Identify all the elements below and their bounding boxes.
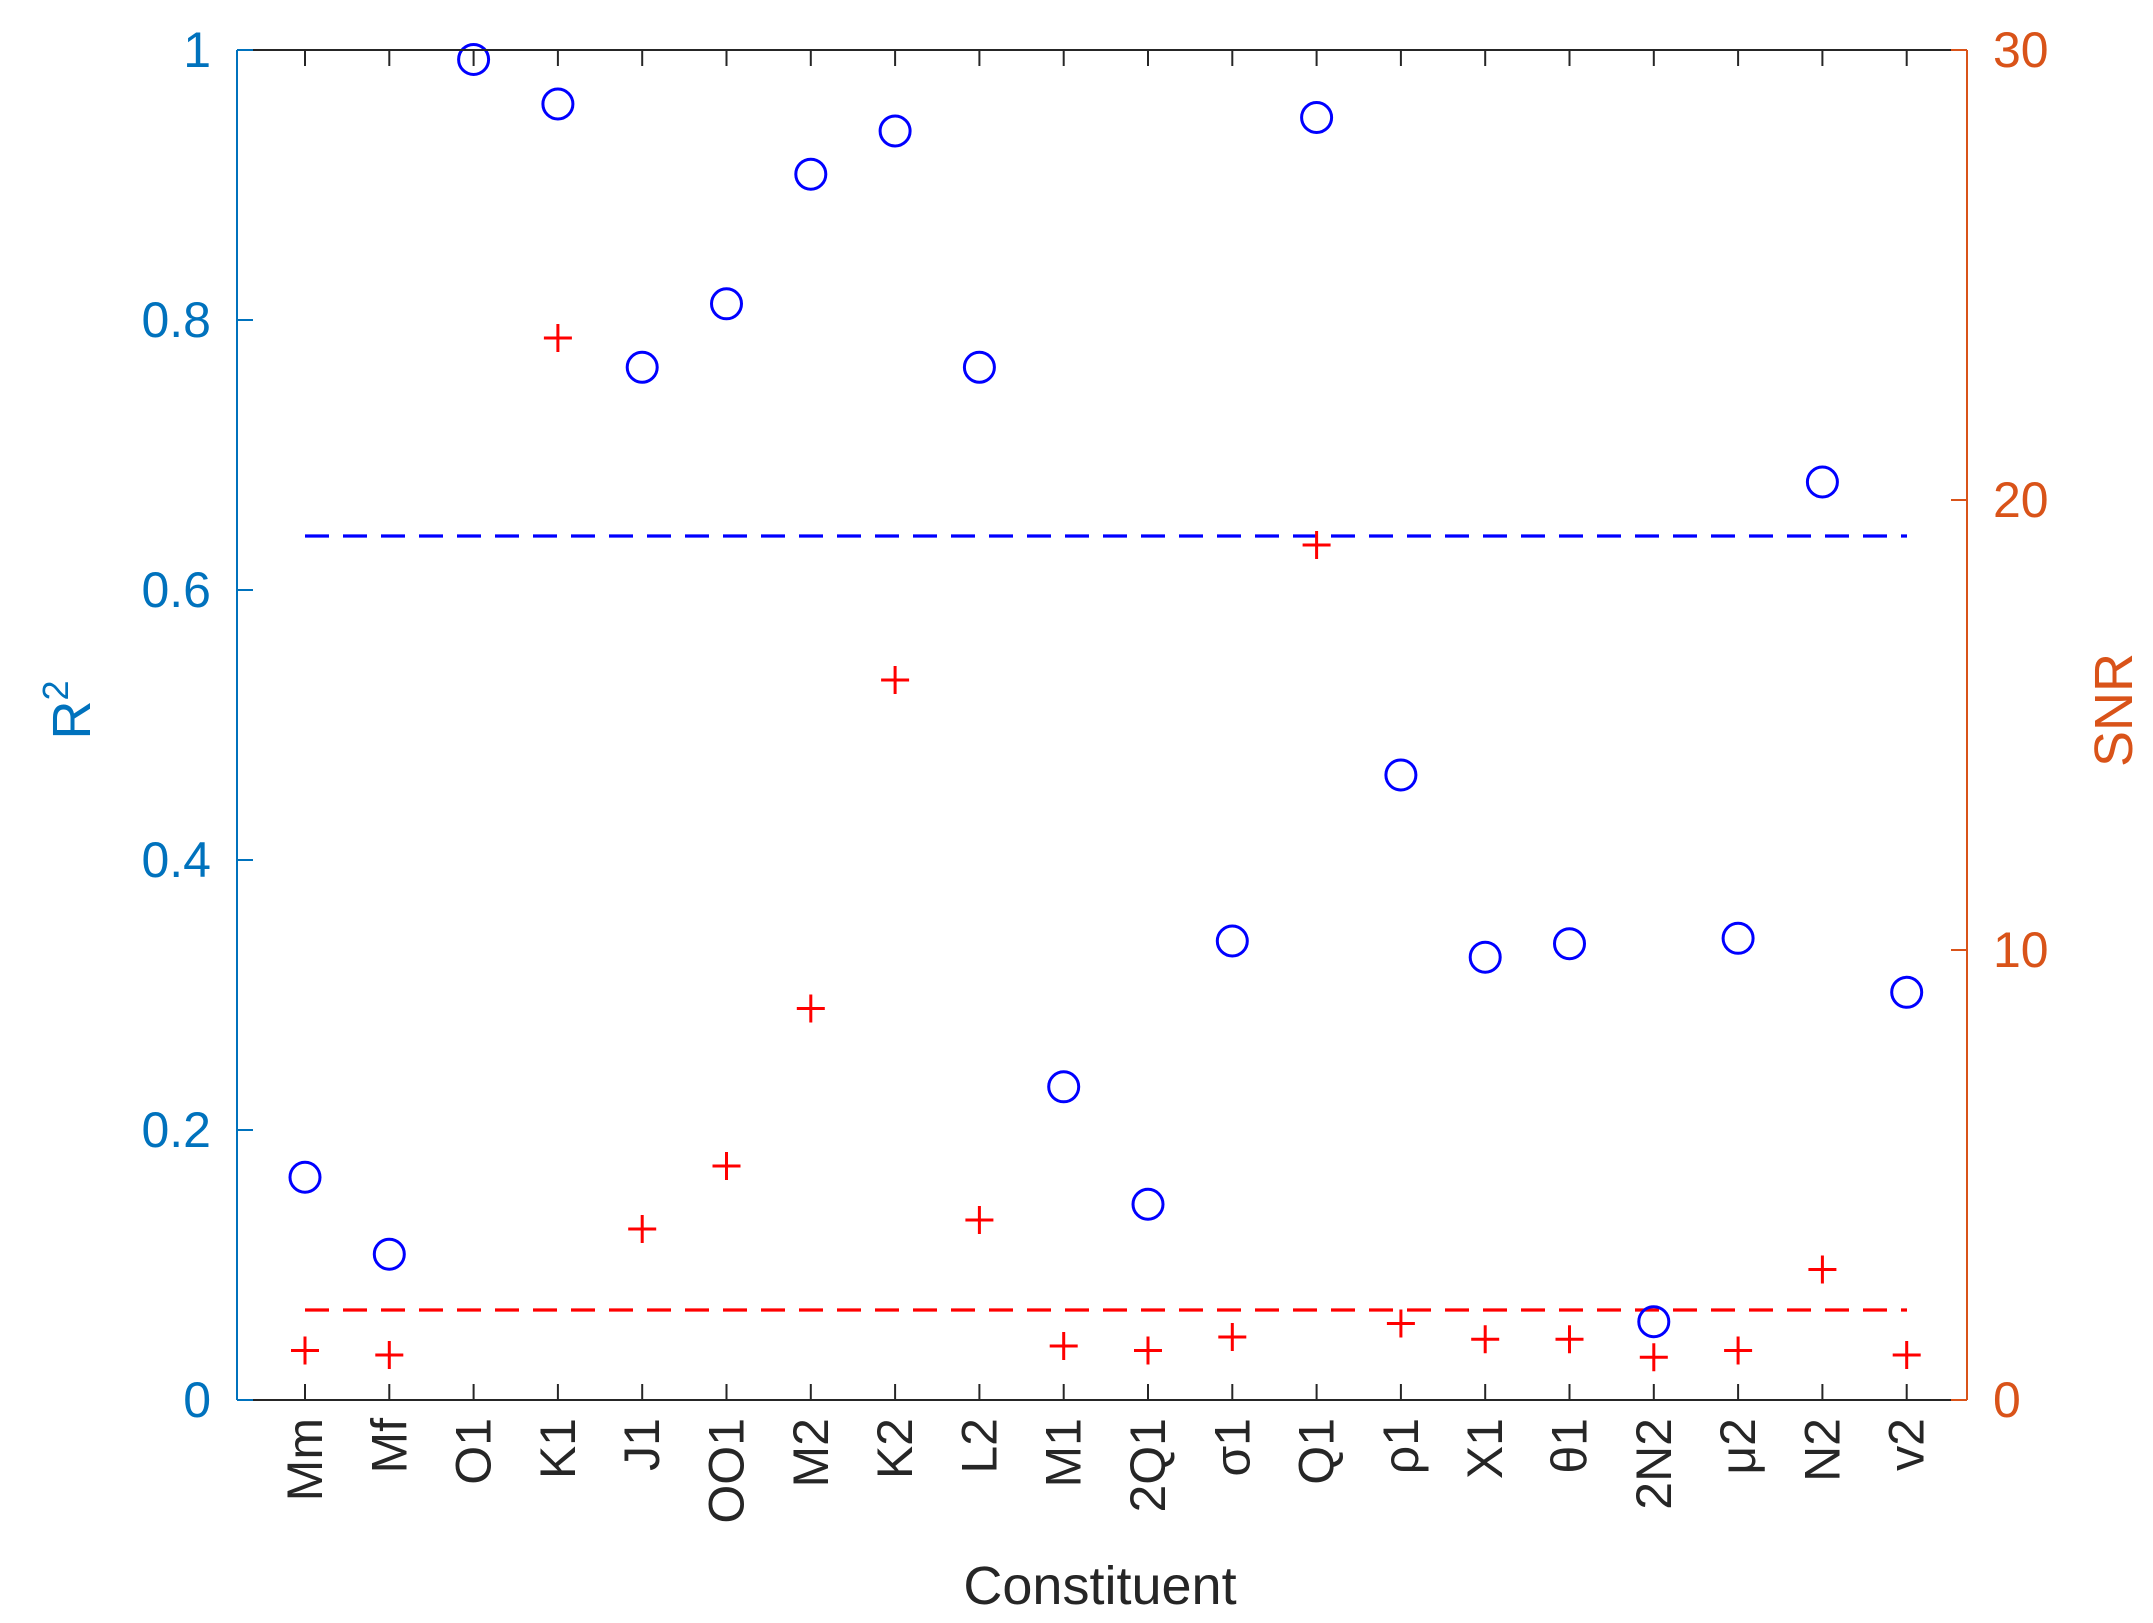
x-axis-ticks: Mm Mf O1 K1 J1 OO1 M2 K2 L2 M1 2Q1 σ1 Q1 ρ1 X1 θ1 2N2 μ2 N… [277, 50, 1935, 1524]
snr-point-18 [1808, 1255, 1837, 1284]
snr-point-11 [1218, 1323, 1247, 1351]
r2-point-5 [710, 287, 743, 321]
snr-point-14 [1471, 1325, 1500, 1354]
x-tick-label-7: K2 [867, 1418, 923, 1479]
r2-point-8 [962, 350, 996, 384]
right-axis-title: SNR [2084, 653, 2144, 767]
right-axis-ticks: 0 10 20 30 [1951, 22, 2049, 1428]
snr-point-16 [1639, 1343, 1668, 1372]
snr-point-4 [628, 1215, 657, 1243]
r2-point-15 [1553, 927, 1586, 961]
left-tick-label-4: 0.8 [141, 292, 211, 348]
left-tick-label-0: 0 [183, 1372, 211, 1428]
right-tick-label-0: 0 [1993, 1372, 2021, 1428]
x-tick-label-4: J1 [614, 1418, 670, 1471]
x-tick-label-2: O1 [446, 1418, 502, 1485]
snr-point-5 [712, 1152, 741, 1180]
right-tick-label-2: 20 [1993, 472, 2049, 528]
left-tick-label-5: 1 [183, 22, 211, 78]
x-tick-label-17: μ2 [1710, 1418, 1766, 1475]
left-tick-label-3: 0.6 [141, 562, 211, 618]
r2-point-17 [1721, 921, 1755, 955]
left-axis-title-base: R [42, 701, 102, 740]
r2-series [288, 42, 1924, 1339]
snr-point-15 [1555, 1325, 1584, 1354]
left-axis-ticks: 0 0.2 0.4 0.6 0.8 1 [141, 22, 253, 1428]
snr-series [291, 324, 1921, 1372]
r2-point-1 [372, 1237, 406, 1271]
r2-point-6 [794, 157, 828, 191]
x-tick-label-0: Mm [277, 1418, 333, 1501]
axes [236, 49, 1968, 1401]
x-tick-label-14: X1 [1457, 1418, 1513, 1479]
snr-point-9 [1049, 1332, 1078, 1360]
x-tick-label-5: OO1 [699, 1418, 755, 1524]
r2-point-10 [1131, 1187, 1165, 1221]
left-tick-label-2: 0.4 [141, 832, 211, 888]
snr-point-8 [965, 1206, 994, 1234]
r2-point-16 [1637, 1305, 1671, 1339]
x-tick-label-3: K1 [530, 1418, 586, 1479]
snr-point-13 [1386, 1309, 1415, 1338]
x-tick-label-19: v2 [1879, 1418, 1935, 1471]
r2-point-19 [1890, 975, 1924, 1009]
left-axis-title-sup: 2 [35, 680, 76, 700]
snr-point-17 [1724, 1336, 1753, 1365]
x-tick-label-16: 2N2 [1626, 1418, 1682, 1510]
right-tick-label-1: 10 [1993, 922, 2049, 978]
left-axis-title: R2 [35, 680, 102, 739]
snr-point-7 [881, 666, 910, 694]
snr-point-1 [375, 1341, 404, 1369]
x-tick-label-15: θ1 [1542, 1418, 1598, 1474]
x-tick-label-18: N2 [1794, 1418, 1850, 1482]
r2-point-11 [1215, 924, 1249, 958]
r2-point-14 [1468, 940, 1502, 974]
x-tick-label-9: M1 [1036, 1418, 1092, 1487]
snr-point-10 [1134, 1336, 1162, 1365]
snr-point-6 [796, 994, 825, 1023]
x-tick-label-1: Mf [361, 1418, 417, 1474]
snr-point-0 [291, 1336, 319, 1365]
r2-point-3 [541, 87, 575, 121]
snr-point-3 [543, 324, 572, 352]
r2-point-0 [288, 1160, 322, 1194]
r2-point-4 [625, 350, 659, 384]
x-tick-label-12: Q1 [1289, 1418, 1345, 1485]
r2-point-13 [1384, 758, 1418, 792]
r2-point-9 [1047, 1070, 1081, 1104]
x-tick-label-13: ρ1 [1373, 1418, 1429, 1474]
r2-point-2 [457, 42, 491, 76]
r2-point-7 [878, 114, 912, 148]
r2-point-12 [1300, 101, 1334, 134]
x-tick-label-10: 2Q1 [1120, 1418, 1176, 1513]
x-tick-label-6: M2 [783, 1418, 839, 1487]
x-axis-title: Constituent [963, 1556, 1236, 1616]
x-tick-label-11: σ1 [1204, 1418, 1260, 1477]
reference-lines [305, 534, 1907, 1312]
r2-point-18 [1805, 465, 1839, 499]
snr-point-19 [1892, 1341, 1921, 1369]
x-tick-label-8: L2 [951, 1418, 1007, 1474]
snr-point-12 [1302, 531, 1331, 559]
left-tick-label-1: 0.2 [141, 1102, 211, 1158]
right-tick-label-3: 30 [1993, 22, 2049, 78]
svg-text:R2: R2 [35, 680, 102, 739]
